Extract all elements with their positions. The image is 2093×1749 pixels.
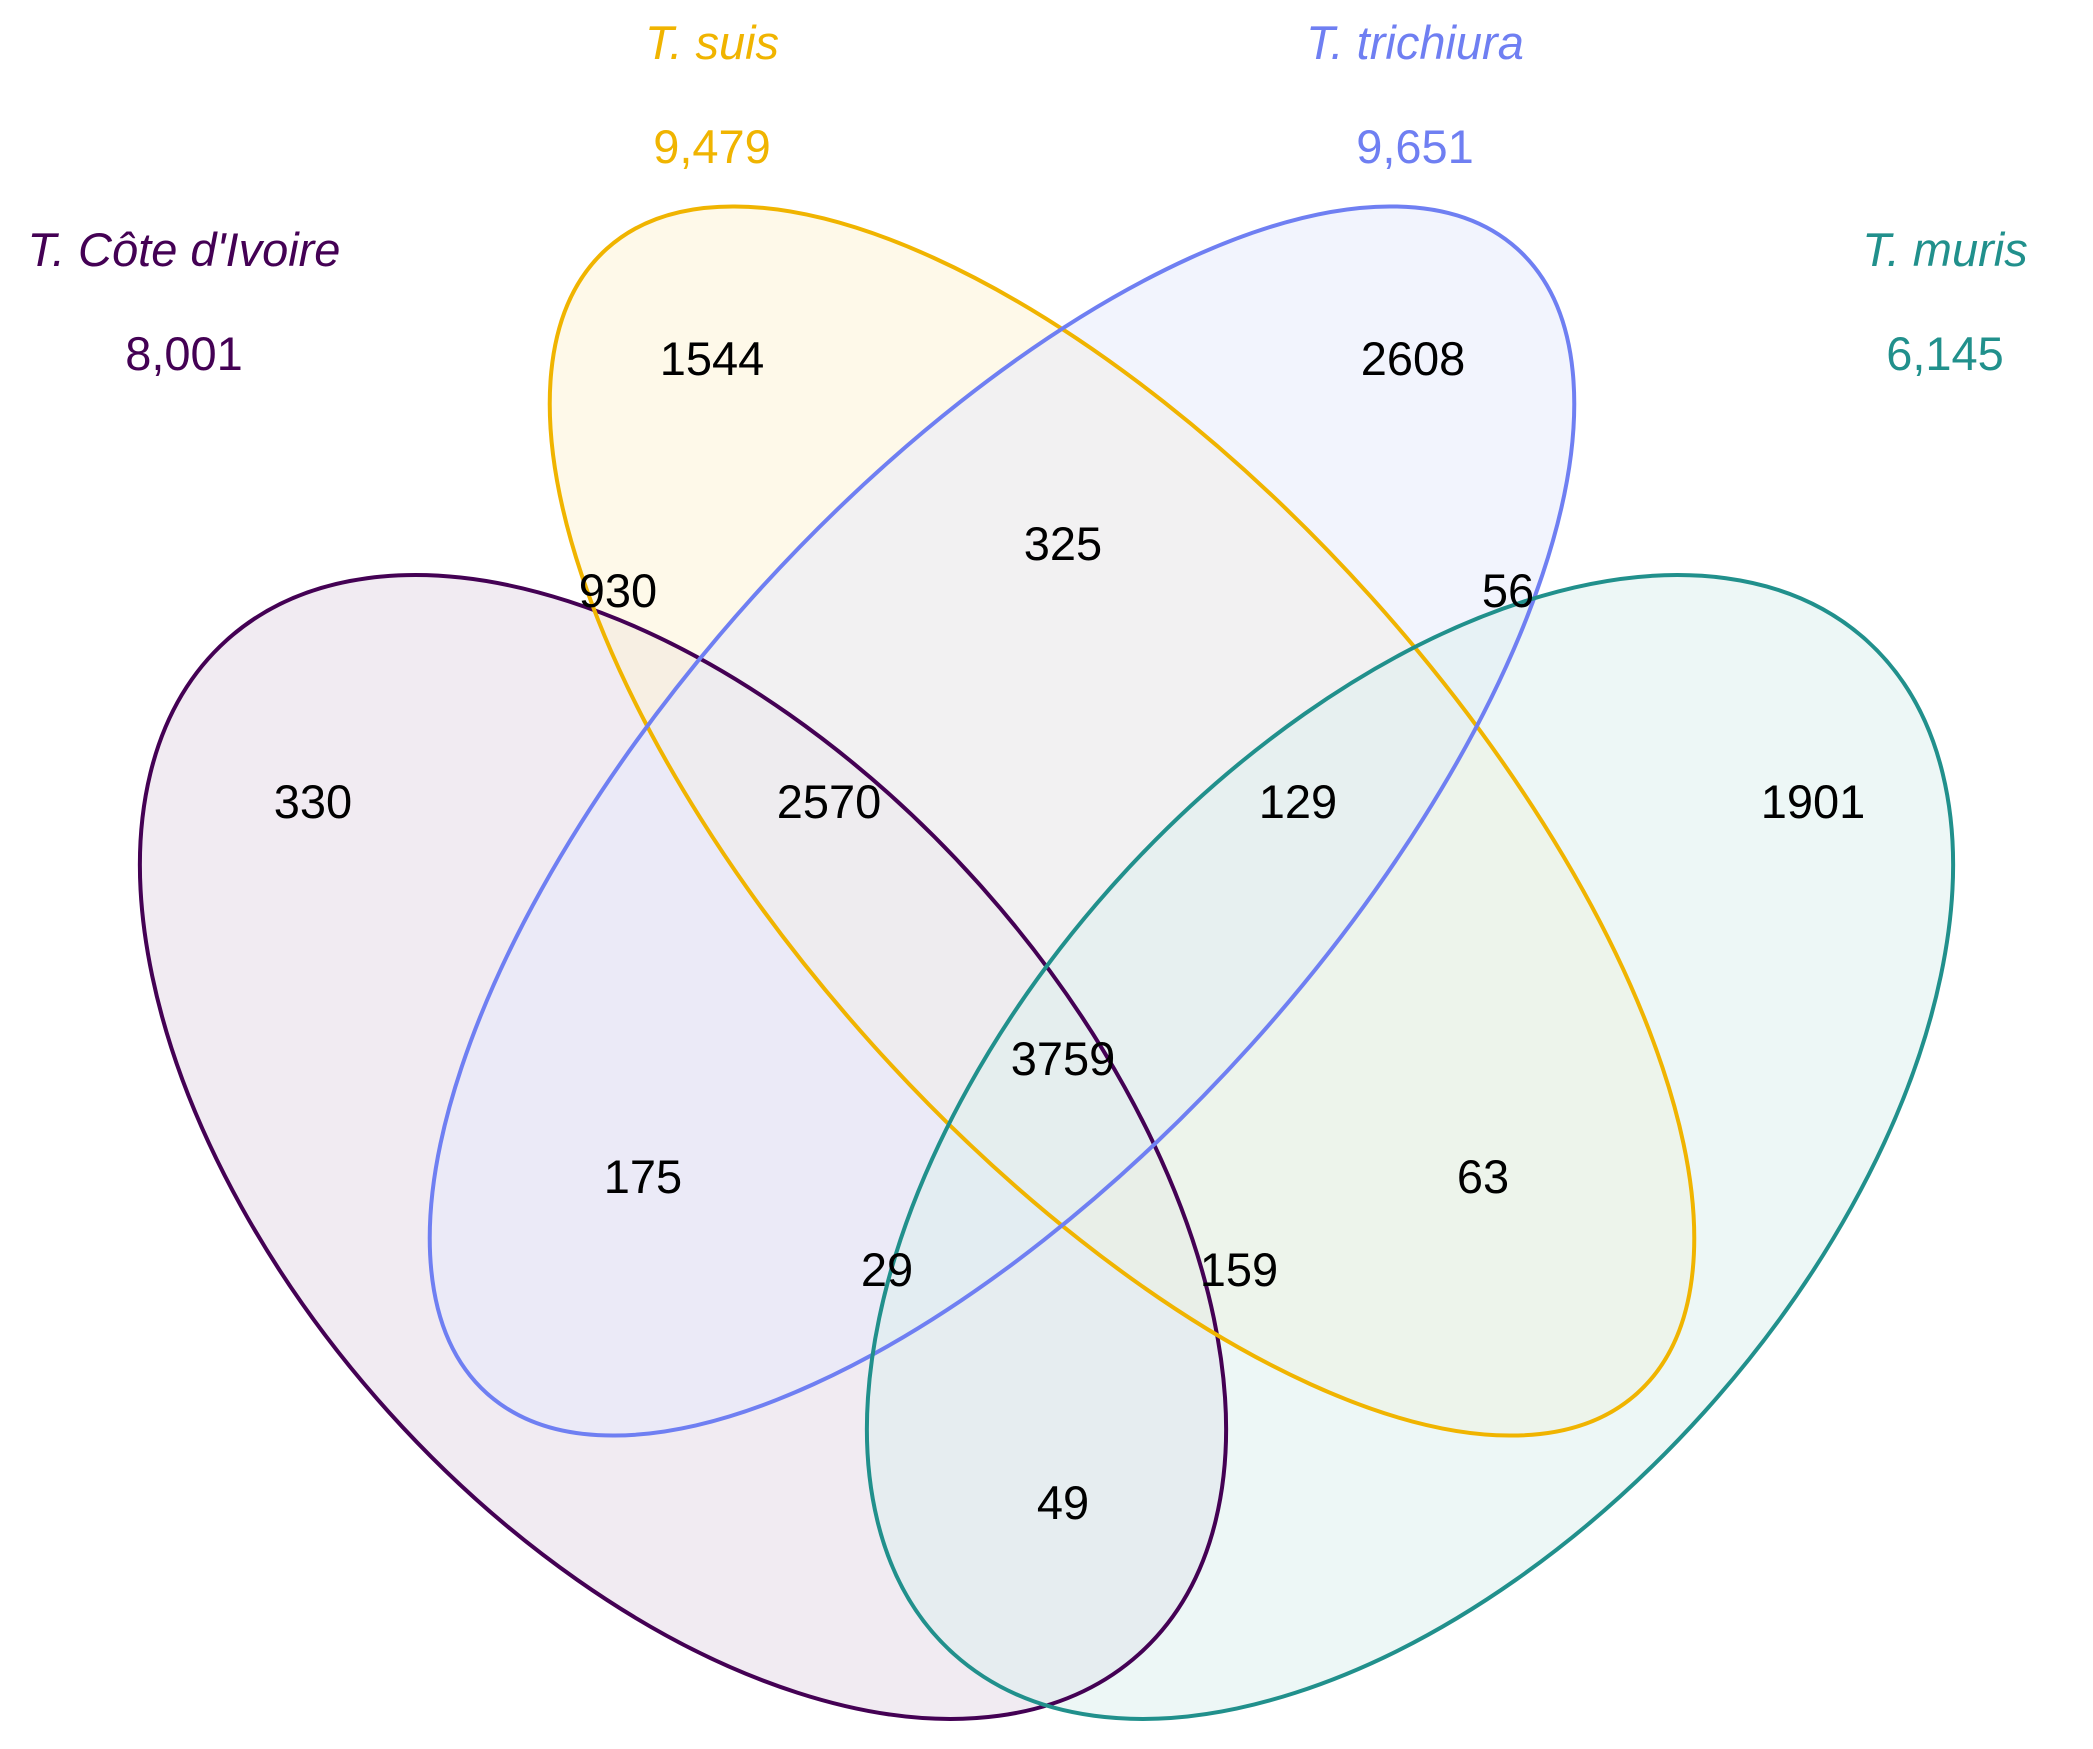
region-count-suis-muris: 63: [1457, 1150, 1509, 1203]
region-count-cote-only: 330: [274, 775, 352, 828]
set-fills: [139, 206, 1954, 1719]
region-count-cote-suis-trichiura: 2570: [777, 775, 882, 828]
region-count-muris-only: 1901: [1761, 775, 1866, 828]
set-total-cote: 8,001: [125, 327, 243, 380]
set-name-trichiura: T. trichiura: [1306, 16, 1524, 69]
set-name-suis: T. suis: [645, 16, 779, 69]
region-count-cote-suis: 930: [579, 564, 657, 617]
region-count-suis-only: 1544: [660, 332, 765, 385]
region-count-trichiura-muris: 56: [1482, 564, 1534, 617]
set-total-trichiura: 9,651: [1356, 120, 1474, 173]
region-count-cote-trichiura-muris: 29: [861, 1243, 913, 1296]
region-count-cote-muris: 49: [1037, 1476, 1089, 1529]
region-count-cote-suis-muris: 159: [1200, 1243, 1278, 1296]
set-name-muris: T. muris: [1862, 223, 2027, 276]
region-count-suis-trichiura-muris: 129: [1259, 775, 1337, 828]
set-ellipse-fill-trichiura: [429, 206, 1575, 1436]
set-total-muris: 6,145: [1886, 327, 2004, 380]
set-total-suis: 9,479: [653, 120, 771, 173]
set-ellipse-outline-muris: [864, 573, 1956, 1721]
set-ellipse-outline-trichiura: [427, 204, 1577, 1438]
region-count-cote-trichiura: 175: [604, 1150, 682, 1203]
region-count-trichiura-only: 2608: [1361, 332, 1466, 385]
set-ellipse-fill-muris: [866, 575, 1954, 1719]
set-ellipse-outline-suis: [547, 204, 1697, 1438]
set-ellipse-outline-cote: [137, 573, 1229, 1721]
set-labels: T. Côte d'Ivoire 8,001 T. suis 9,479 T. …: [28, 16, 2028, 380]
set-outlines: [137, 204, 1956, 1721]
region-counts: 330 1544 2608 1901 930 325 56 2570 129 3…: [274, 332, 1865, 1529]
region-count-suis-trichiura: 325: [1024, 517, 1102, 570]
region-count-all-four: 3759: [1011, 1032, 1116, 1085]
set-name-cote: T. Côte d'Ivoire: [28, 223, 341, 276]
